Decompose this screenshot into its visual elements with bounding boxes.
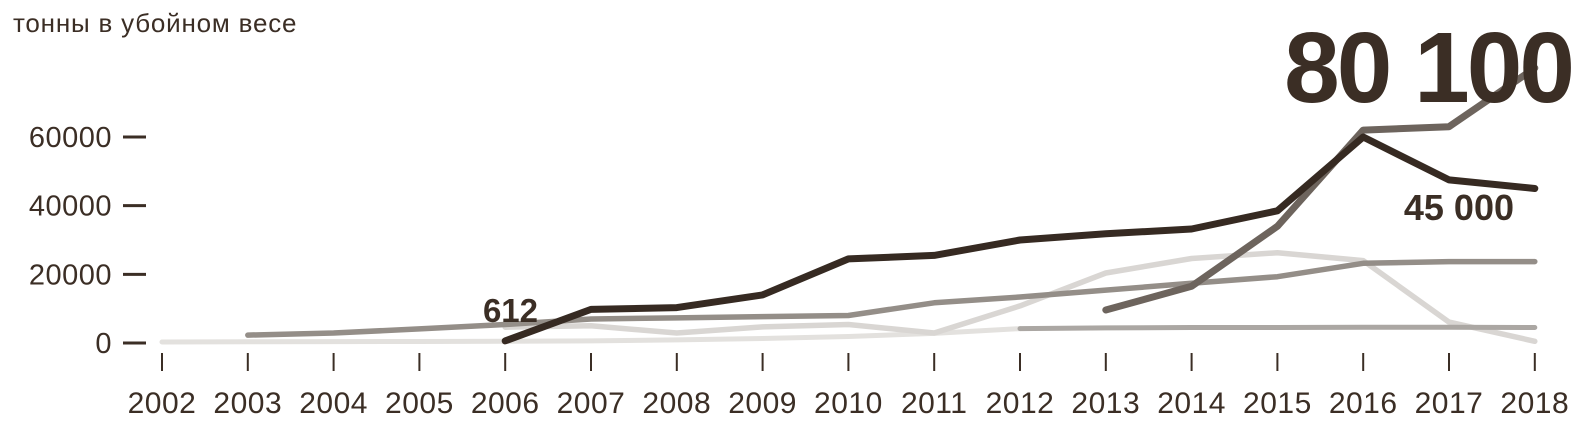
x-axis-year-label: 2016 xyxy=(1329,387,1398,420)
x-axis-year-label: 2015 xyxy=(1243,387,1312,420)
x-axis-year-label: 2011 xyxy=(901,387,968,420)
x-axis-year-label: 2014 xyxy=(1157,387,1226,420)
x-axis-year-label: 2008 xyxy=(642,387,711,420)
x-axis-year-label: 2003 xyxy=(213,387,282,420)
x-axis-year-label: 2007 xyxy=(557,387,626,420)
x-axis-year-label: 2005 xyxy=(385,387,454,420)
x-axis-year-label: 2012 xyxy=(986,387,1055,420)
verylight-gray-series xyxy=(159,326,1023,345)
x-axis-year-label: 2002 xyxy=(128,387,197,420)
x-axis-year-label: 2017 xyxy=(1415,387,1484,420)
dark-brown-series xyxy=(501,133,1539,345)
chart-title: тонны в убойном весе xyxy=(13,8,298,38)
y-axis-tick-label: 20000 xyxy=(29,259,112,291)
y-axis-tick-label: 60000 xyxy=(29,122,112,154)
x-axis-year-label: 2009 xyxy=(728,387,797,420)
label-45000: 45 000 xyxy=(1404,187,1514,228)
label-612: 612 xyxy=(483,292,538,329)
label-80100: 80 100 xyxy=(1284,12,1572,124)
y-axis-tick-label: 40000 xyxy=(29,191,112,223)
x-axis-year-label: 2006 xyxy=(471,387,540,420)
x-axis-year-label: 2010 xyxy=(814,387,883,420)
x-axis-year-label: 2018 xyxy=(1500,387,1569,420)
medium-gray-series xyxy=(245,258,1538,338)
x-axis-year-label: 2013 xyxy=(1071,387,1140,420)
x-axis-year-label: 2004 xyxy=(299,387,368,420)
y-axis-tick-label: 0 xyxy=(95,328,112,360)
flat-gray-series xyxy=(1017,324,1538,332)
